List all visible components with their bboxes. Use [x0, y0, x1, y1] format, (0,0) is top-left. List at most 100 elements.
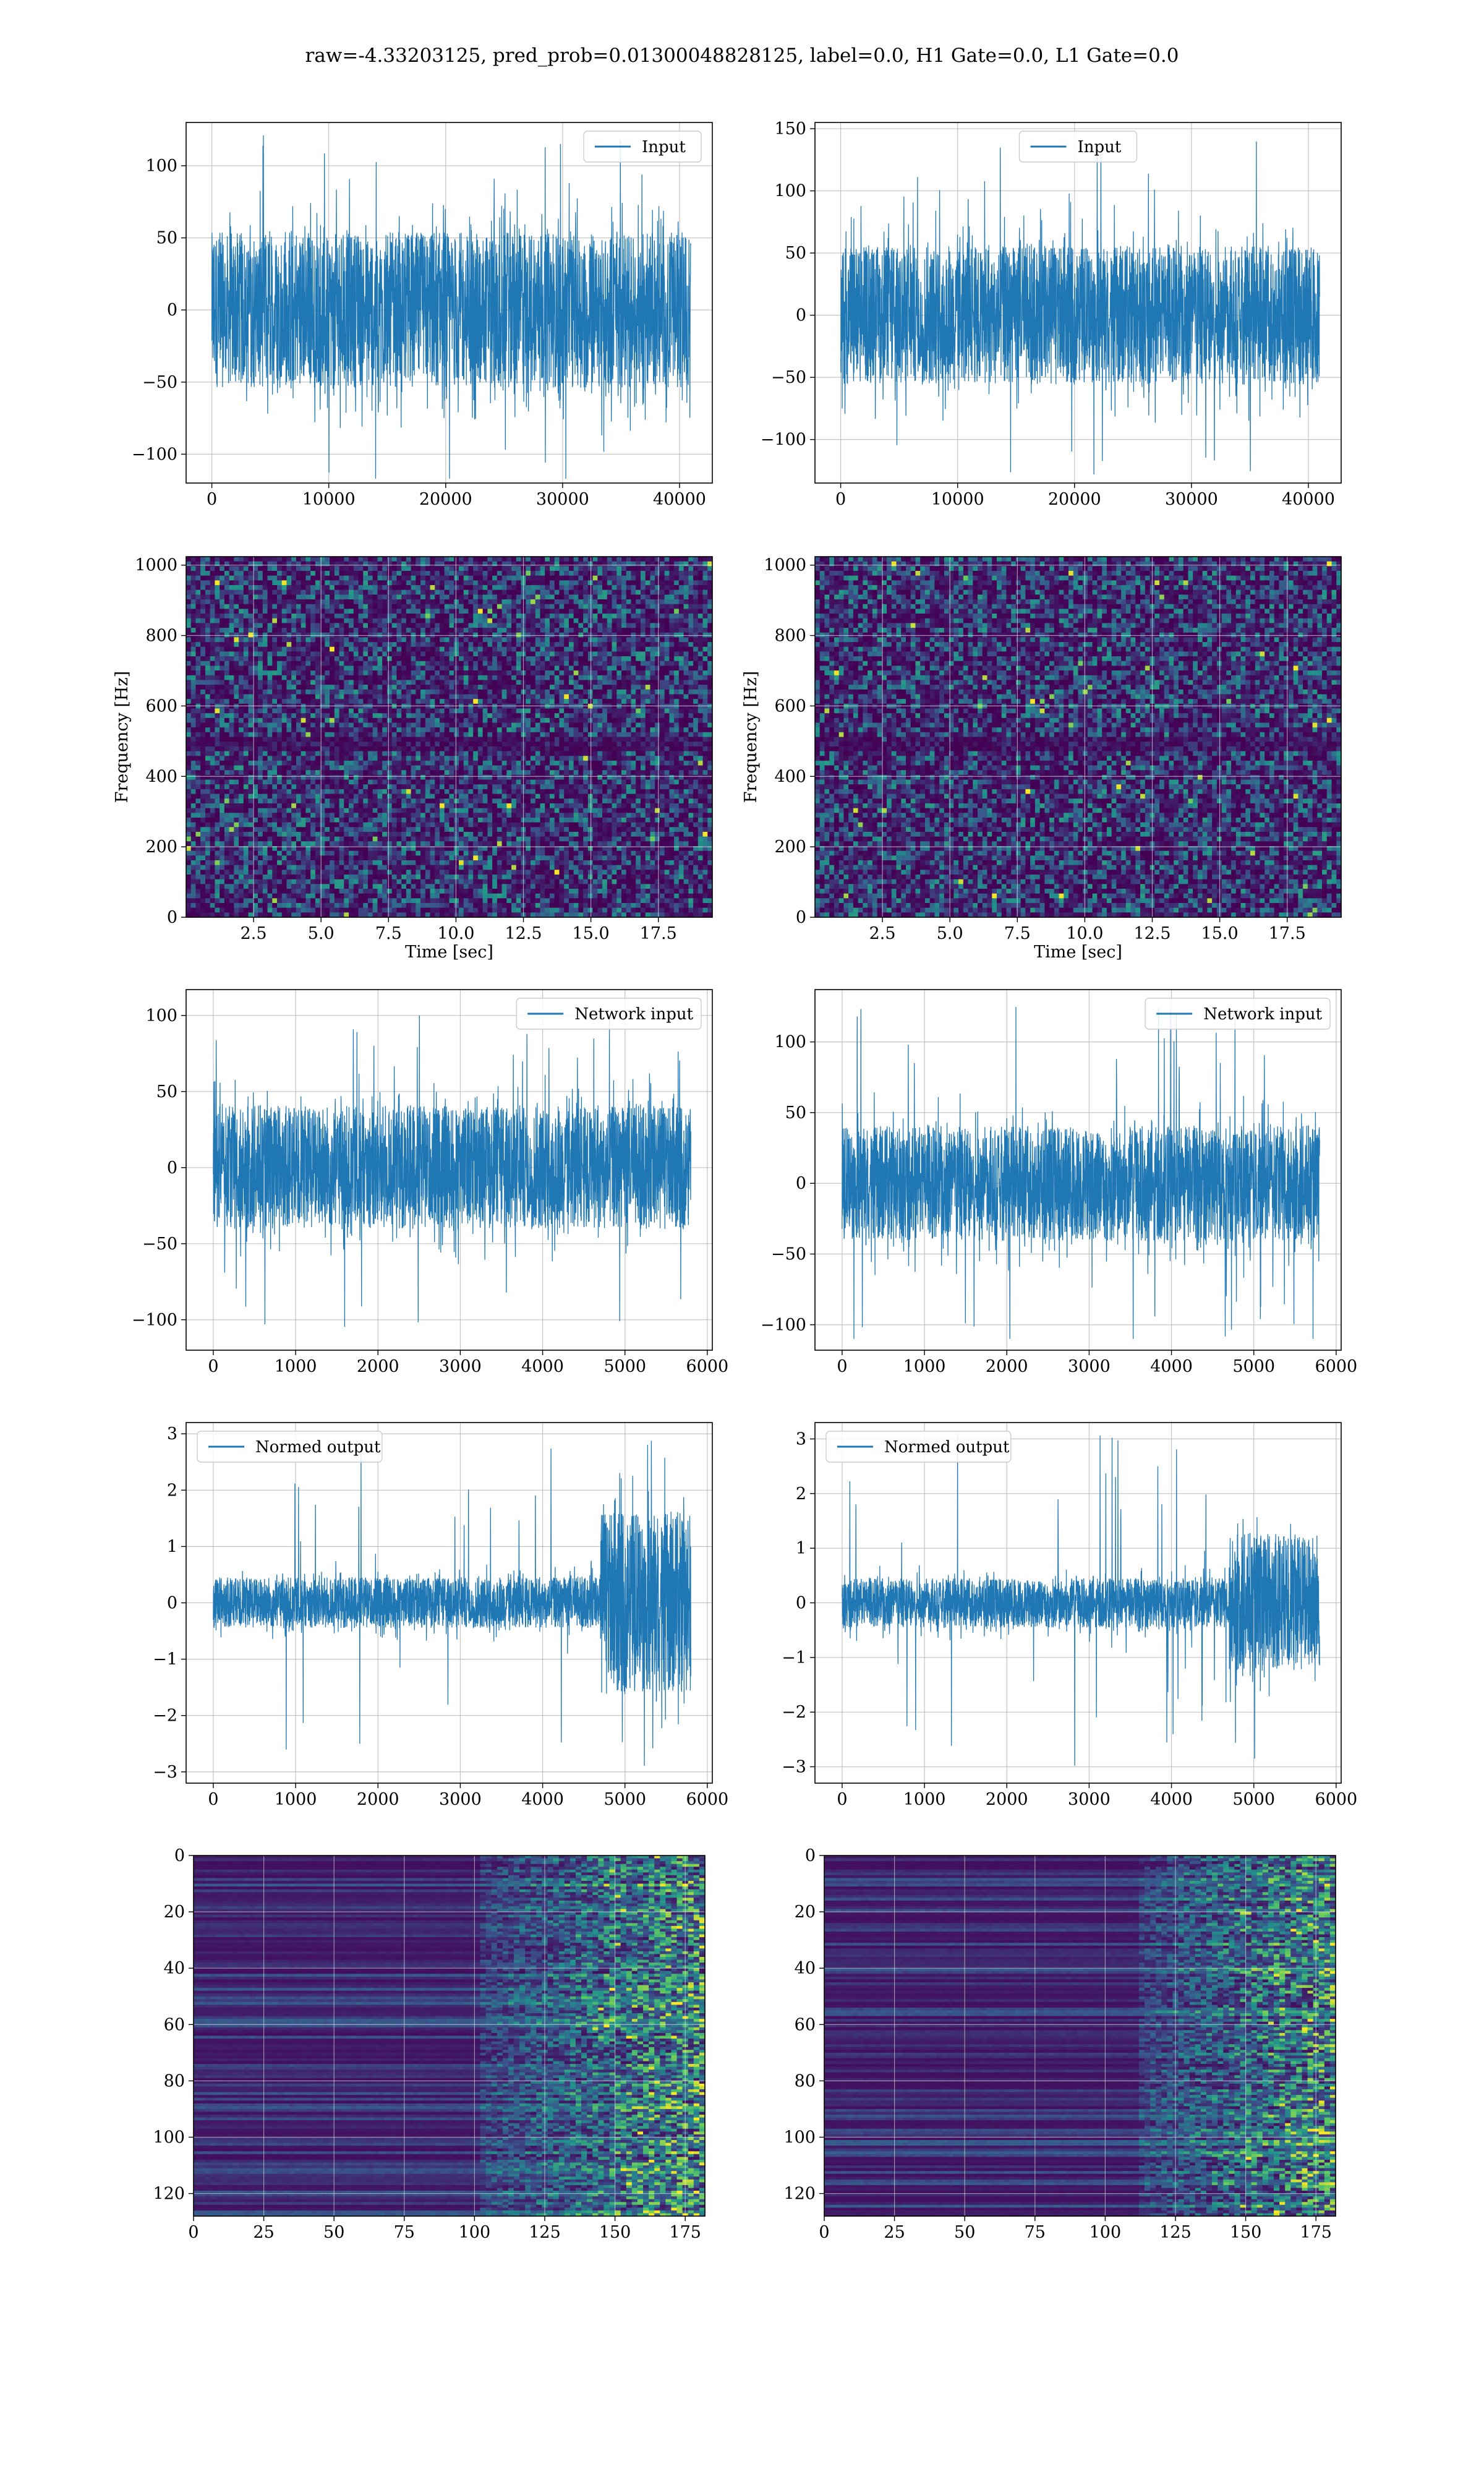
heatmap-cell	[387, 566, 392, 571]
heatmap-cell	[650, 557, 655, 562]
heatmap-cell	[382, 566, 387, 571]
heatmap-cell	[450, 562, 454, 567]
heatmap-cell	[464, 557, 469, 562]
heatmap-cell	[641, 571, 646, 576]
heatmap-cell	[396, 562, 401, 567]
heatmap-cell	[325, 580, 330, 585]
heatmap-cell	[349, 566, 354, 571]
heatmap-cell	[450, 557, 454, 562]
heatmap-cell	[411, 562, 416, 567]
heatmap-cell	[646, 557, 650, 562]
heatmap-cell	[440, 566, 445, 571]
heatmap-cell	[526, 571, 531, 576]
heatmap-cell	[359, 571, 364, 576]
heatmap-cell	[296, 571, 301, 576]
heatmap-cell	[445, 566, 450, 571]
heatmap-cell	[315, 562, 320, 567]
heatmap-cell	[468, 557, 473, 562]
x-tick-label: 30000	[1165, 490, 1218, 509]
heatmap-cell	[669, 557, 674, 562]
heatmap-cell	[239, 571, 244, 576]
heatmap-cell	[349, 562, 354, 567]
heatmap-cell	[550, 571, 555, 576]
heatmap-cell	[315, 576, 320, 581]
y-tick-label: 150	[774, 119, 806, 139]
heatmap-cell	[698, 557, 703, 562]
heatmap-cell	[291, 557, 296, 562]
heatmap-cell	[535, 557, 540, 562]
heatmap-cell	[416, 571, 420, 576]
y-tick-label: −100	[132, 445, 177, 464]
legend: Input	[1020, 131, 1137, 162]
heatmap-cell	[330, 557, 335, 562]
heatmap-cell	[291, 562, 296, 567]
heatmap-cell	[578, 562, 583, 567]
heatmap-cell	[268, 557, 273, 562]
heatmap-cell	[191, 566, 196, 571]
heatmap-cell	[679, 576, 684, 581]
heatmap-cell	[396, 571, 401, 576]
heatmap-cell	[325, 571, 330, 576]
heatmap-cell	[511, 580, 516, 585]
heatmap-cell	[205, 566, 210, 571]
heatmap-cell	[569, 557, 574, 562]
heatmap-cell	[368, 566, 373, 571]
heatmap-cell	[555, 566, 560, 571]
heatmap-cell	[574, 557, 579, 562]
heatmap-cell	[569, 562, 574, 567]
heatmap-cell	[569, 566, 574, 571]
heatmap-cell	[387, 571, 392, 576]
heatmap-cell	[621, 566, 626, 571]
heatmap-cell	[301, 576, 306, 581]
heatmap-cell	[511, 566, 516, 571]
heatmap-cell	[602, 576, 607, 581]
heatmap-cell	[344, 557, 349, 562]
heatmap-cell	[621, 557, 626, 562]
heatmap-cell	[315, 557, 320, 562]
heatmap-cell	[684, 557, 689, 562]
y-tick-label: −100	[761, 430, 806, 450]
heatmap-cell	[373, 566, 378, 571]
heatmap-cell	[416, 557, 420, 562]
heatmap-cell	[693, 562, 698, 567]
heatmap-cell	[473, 580, 478, 585]
heatmap-cell	[602, 557, 607, 562]
heatmap-cell	[349, 576, 354, 581]
heatmap-cell	[224, 576, 229, 581]
heatmap-cell	[665, 576, 670, 581]
heatmap-cell	[616, 571, 621, 576]
heatmap-cell	[305, 557, 310, 562]
heatmap-cell	[359, 580, 364, 585]
heatmap-cell	[239, 562, 244, 567]
heatmap-cell	[483, 571, 488, 576]
heatmap-cell	[564, 571, 569, 576]
heatmap-cell	[200, 562, 205, 567]
heatmap-cell	[430, 562, 435, 567]
heatmap-cell	[468, 571, 473, 576]
heatmap-cell	[564, 576, 569, 581]
legend-label: Input	[642, 138, 686, 156]
heatmap-cell	[445, 580, 450, 585]
heatmap-cell	[310, 557, 315, 562]
heatmap-cell	[330, 562, 335, 567]
heatmap-cell	[420, 562, 425, 567]
heatmap-cell	[616, 557, 621, 562]
heatmap-cell	[574, 571, 579, 576]
heatmap-cell	[220, 566, 224, 571]
heatmap-cell	[325, 576, 330, 581]
y-tick-label: 50	[156, 229, 177, 248]
heatmap-cell	[406, 576, 411, 581]
heatmap-cell	[483, 566, 488, 571]
heatmap-cell	[492, 580, 497, 585]
heatmap-cell	[550, 566, 555, 571]
heatmap-cell	[631, 566, 636, 571]
heatmap-cell	[646, 576, 650, 581]
heatmap-cell	[593, 557, 598, 562]
heatmap-cell	[597, 576, 602, 581]
legend-label: Input	[1078, 138, 1122, 156]
heatmap-cell	[305, 571, 310, 576]
heatmap-cell	[555, 576, 560, 581]
heatmap-cell	[698, 571, 703, 576]
heatmap-cell	[239, 557, 244, 562]
heatmap-cell	[210, 576, 215, 581]
